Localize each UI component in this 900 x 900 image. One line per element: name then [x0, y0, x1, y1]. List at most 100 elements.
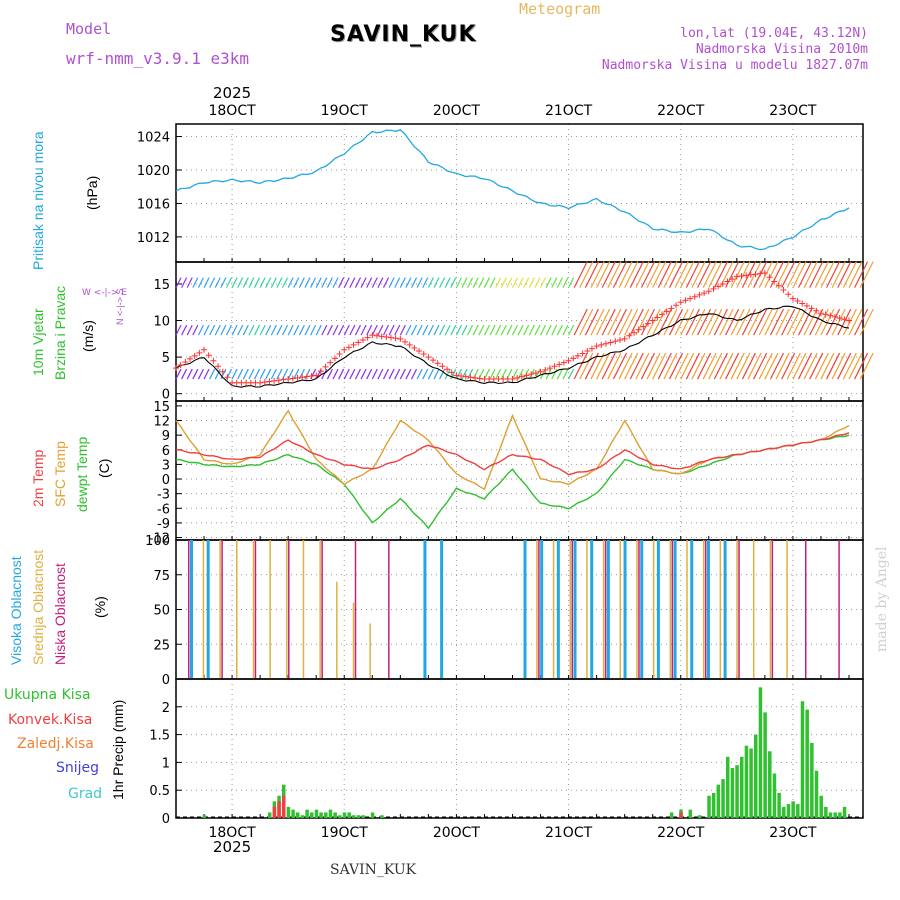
cloud-bar-0 — [423, 540, 427, 679]
wind-gust-marker — [420, 351, 427, 358]
wind-barb — [371, 324, 378, 336]
wind-barb — [360, 368, 367, 380]
wind-barb — [399, 277, 406, 288]
wind-gust-marker — [743, 272, 750, 279]
cloud-bar-2 — [188, 540, 190, 679]
wind-gust-marker — [738, 273, 745, 280]
wind-gust-marker — [308, 373, 315, 380]
wind-barb — [691, 352, 706, 380]
wind-barb — [270, 368, 277, 380]
wind-barb — [854, 261, 869, 288]
wind-barb — [265, 277, 272, 288]
wind-barb — [803, 261, 818, 288]
precip-total-bar — [842, 806, 847, 818]
cloud-bar-1 — [336, 581, 338, 679]
wind-barb — [708, 308, 723, 336]
wind-gust-marker — [696, 291, 703, 298]
wind-barb — [203, 368, 210, 380]
precip-total-bar — [721, 779, 725, 818]
wind-barb — [584, 261, 599, 288]
cloud-bar-1 — [286, 540, 288, 679]
wind-gust-marker — [593, 343, 600, 350]
wind-barb — [831, 352, 846, 380]
compass-we: W <-|-> E — [82, 288, 127, 298]
wind-barb — [265, 324, 272, 336]
wind-barb — [461, 277, 468, 288]
wind-barb — [758, 352, 773, 380]
wind-barb — [657, 261, 672, 288]
wind-barb — [388, 324, 395, 336]
wind-barb — [422, 324, 429, 336]
precip-total-bar — [800, 701, 805, 818]
wind-gust-marker — [687, 295, 694, 302]
wind-barb — [371, 368, 378, 380]
wind-barb — [332, 368, 339, 380]
wind-barb — [556, 368, 563, 380]
date-label-bottom: 22OCT — [657, 825, 705, 841]
temperature-tick-label: -12 — [149, 532, 170, 547]
precip-total-bar — [286, 806, 291, 818]
cloud-bar-2 — [288, 540, 290, 679]
cloud-bar-0 — [623, 540, 627, 679]
wind-barb — [803, 352, 818, 380]
wind-barb — [590, 308, 605, 336]
cloud-bar-1 — [302, 540, 305, 679]
wind-barb — [276, 324, 283, 336]
wind-barb — [826, 261, 841, 288]
wind-gust-marker — [313, 372, 320, 379]
wind-barb — [792, 352, 807, 380]
wind-gust-marker — [416, 348, 423, 355]
cloud-bar-2 — [738, 540, 740, 679]
precip-conv-bar — [272, 806, 277, 818]
wind-barb — [248, 368, 255, 380]
wind-barb — [685, 352, 700, 380]
wind-gust-marker — [336, 351, 343, 358]
wind-barb — [175, 324, 182, 336]
wind-barb — [596, 352, 611, 380]
product-title: Meteogram — [519, 0, 601, 18]
wind-barb — [315, 277, 322, 288]
cloud-bar-0 — [523, 540, 527, 679]
date-label-bottom: 23OCT — [769, 825, 817, 841]
wind-barb — [590, 261, 605, 288]
wind-gust-marker — [528, 371, 535, 378]
cloud-bar-1 — [236, 540, 238, 679]
wind-barb — [528, 324, 535, 336]
wind-barb — [382, 324, 390, 336]
wind-barb — [338, 277, 345, 288]
wind-barb — [461, 368, 468, 380]
wind-barb — [640, 352, 656, 380]
wind-gust-marker — [509, 376, 516, 383]
wind-gust-marker — [462, 373, 469, 380]
precip-total-bar — [716, 784, 721, 818]
wind-barb — [736, 308, 751, 336]
precip-total-bar — [828, 812, 833, 818]
wind-barb — [276, 277, 283, 288]
wind-gust-marker — [317, 368, 324, 375]
wind-barb — [405, 277, 412, 288]
wind-gust-marker — [411, 344, 418, 351]
cloud-bar-2 — [838, 540, 840, 679]
wind-gust-marker — [701, 290, 708, 297]
wind-barb — [472, 324, 479, 336]
wind-barb — [820, 261, 835, 288]
precipitation-frame — [175, 678, 864, 819]
wind-barb — [859, 308, 874, 336]
date-label-bottom: 18OCT — [208, 825, 256, 841]
wind-gust-marker — [285, 376, 292, 383]
wind-gust-marker — [266, 378, 273, 385]
wind-barb — [411, 277, 418, 288]
wind-barb — [276, 368, 283, 380]
cloud-bar-2 — [254, 540, 257, 679]
wind-barb — [568, 277, 575, 288]
wind-barb — [702, 261, 717, 288]
wind-barb — [231, 277, 238, 288]
cloud-bar-1 — [786, 540, 788, 679]
wind-gust-marker — [771, 278, 778, 285]
wind-barb — [584, 352, 599, 380]
wind-barb — [377, 324, 384, 336]
wind-barb — [797, 308, 813, 336]
wind-barb — [175, 277, 182, 288]
wind-barb — [253, 368, 261, 380]
cloud-bar-2 — [321, 540, 323, 679]
